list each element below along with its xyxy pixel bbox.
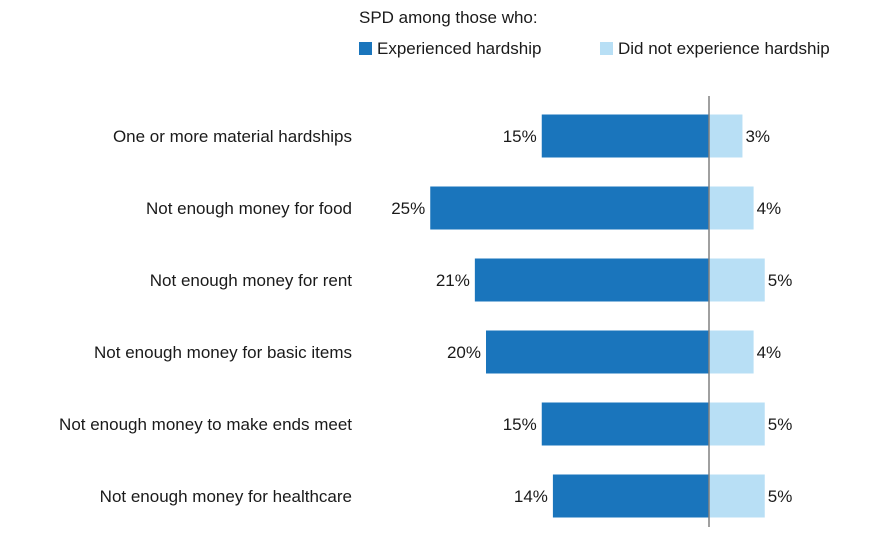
data-label-experienced-hardship-not-enough-money-for-healthcare: 14%	[514, 487, 548, 506]
data-label-did-not-experience-hardship-not-enough-money-for-food: 4%	[757, 199, 782, 218]
legend: SPD among those who: Experienced hardshi…	[359, 8, 830, 58]
data-label-experienced-hardship-not-enough-money-to-make-ends-meet: 15%	[503, 415, 537, 434]
bar-experienced-hardship-one-or-more-material-hardships	[541, 114, 709, 158]
data-label-did-not-experience-hardship-not-enough-money-to-make-ends-meet: 5%	[768, 415, 793, 434]
category-label-not-enough-money-for-rent: Not enough money for rent	[150, 271, 353, 290]
data-label-experienced-hardship-not-enough-money-for-rent: 21%	[436, 271, 470, 290]
legend-swatch-did-not-experience-hardship	[600, 42, 613, 55]
bar-did-not-experience-hardship-not-enough-money-to-make-ends-meet	[709, 402, 765, 446]
category-label-one-or-more-material-hardships: One or more material hardships	[113, 127, 352, 146]
data-label-did-not-experience-hardship-not-enough-money-for-rent: 5%	[768, 271, 793, 290]
legend-title: SPD among those who:	[359, 8, 538, 27]
legend-label-experienced-hardship: Experienced hardship	[377, 39, 541, 58]
legend-label-did-not-experience-hardship: Did not experience hardship	[618, 39, 830, 58]
bar-did-not-experience-hardship-not-enough-money-for-rent	[709, 258, 765, 302]
category-label-not-enough-money-for-food: Not enough money for food	[146, 199, 352, 218]
bar-did-not-experience-hardship-one-or-more-material-hardships	[709, 114, 743, 158]
bar-did-not-experience-hardship-not-enough-money-for-healthcare	[709, 474, 765, 518]
bar-experienced-hardship-not-enough-money-to-make-ends-meet	[541, 402, 709, 446]
bar-experienced-hardship-not-enough-money-for-food	[430, 186, 709, 230]
plot-area: One or more material hardships 15% 3% Not e…	[59, 96, 792, 527]
data-label-did-not-experience-hardship-not-enough-money-for-basic-items: 4%	[757, 343, 782, 362]
data-label-experienced-hardship-not-enough-money-for-basic-items: 20%	[447, 343, 481, 362]
bar-experienced-hardship-not-enough-money-for-basic-items	[486, 330, 709, 374]
bar-experienced-hardship-not-enough-money-for-healthcare	[552, 474, 709, 518]
category-label-not-enough-money-for-basic-items: Not enough money for basic items	[94, 343, 352, 362]
legend-swatch-experienced-hardship	[359, 42, 372, 55]
bar-did-not-experience-hardship-not-enough-money-for-basic-items	[709, 330, 754, 374]
category-label-not-enough-money-to-make-ends-meet: Not enough money to make ends meet	[59, 415, 352, 434]
data-label-experienced-hardship-not-enough-money-for-food: 25%	[391, 199, 425, 218]
data-label-did-not-experience-hardship-not-enough-money-for-healthcare: 5%	[768, 487, 793, 506]
bar-did-not-experience-hardship-not-enough-money-for-food	[709, 186, 754, 230]
bar-experienced-hardship-not-enough-money-for-rent	[474, 258, 709, 302]
category-label-not-enough-money-for-healthcare: Not enough money for healthcare	[100, 487, 352, 506]
data-label-did-not-experience-hardship-one-or-more-material-hardships: 3%	[745, 127, 770, 146]
data-label-experienced-hardship-one-or-more-material-hardships: 15%	[503, 127, 537, 146]
